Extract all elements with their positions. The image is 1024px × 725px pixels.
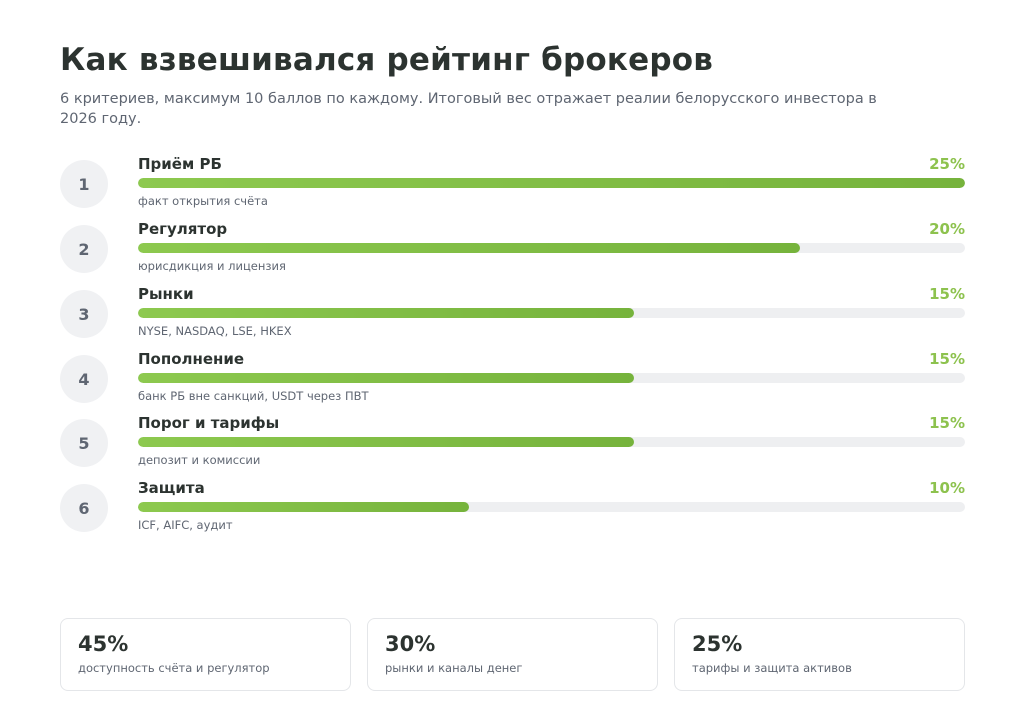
criterion-note: факт открытия счёта [138, 194, 268, 208]
summary-card: 45% доступность счёта и регулятор [60, 618, 351, 691]
criterion-number: 1 [60, 160, 108, 208]
criterion-name: Приём РБ [138, 155, 222, 173]
weight-bar-track [138, 178, 965, 188]
weight-bar-track [138, 243, 965, 253]
criterion-number: 2 [60, 225, 108, 273]
summary-label: доступность счёта и регулятор [78, 661, 270, 675]
criterion-name: Защита [138, 479, 205, 497]
summary-value: 25% [692, 632, 743, 656]
criterion-note: ICF, AIFC, аудит [138, 518, 233, 532]
weight-bar-track [138, 437, 965, 447]
summary-label: тарифы и защита активов [692, 661, 852, 675]
criterion-row: 6 Защита 10% ICF, AIFC, аудит [60, 479, 965, 539]
weight-bar-fill [138, 502, 469, 512]
summary-label: рынки и каналы денег [385, 661, 523, 675]
criterion-note: банк РБ вне санкций, USDT через ПВТ [138, 389, 369, 403]
criterion-weight: 15% [929, 414, 965, 432]
weight-bar-fill [138, 373, 635, 383]
criterion-number: 6 [60, 484, 108, 532]
weight-bar-track [138, 502, 965, 512]
criterion-number: 5 [60, 419, 108, 467]
criterion-note: юрисдикция и лицензия [138, 259, 286, 273]
criterion-name: Пополнение [138, 350, 245, 368]
criterion-row: 3 Рынки 15% NYSE, NASDAQ, LSE, HKEX [60, 285, 965, 345]
weight-bar-track [138, 373, 965, 383]
criterion-number: 4 [60, 355, 108, 403]
criterion-row: 1 Приём РБ 25% факт открытия счёта [60, 155, 965, 215]
criterion-row: 2 Регулятор 20% юрисдикция и лицензия [60, 220, 965, 280]
criterion-weight: 20% [929, 220, 965, 238]
weight-bar-fill [138, 308, 635, 318]
criterion-name: Регулятор [138, 220, 228, 238]
summary-value: 30% [385, 632, 436, 656]
weight-bar-track [138, 308, 965, 318]
criterion-name: Рынки [138, 285, 194, 303]
criterion-row: 5 Порог и тарифы 15% депозит и комиссии [60, 414, 965, 474]
criterion-note: депозит и комиссии [138, 453, 261, 467]
criterion-weight: 15% [929, 350, 965, 368]
page-subtitle: 6 критериев, максимум 10 баллов по каждо… [60, 91, 877, 127]
criterion-name: Порог и тарифы [138, 414, 280, 432]
criterion-weight: 15% [929, 285, 965, 303]
summary-card: 30% рынки и каналы денег [367, 618, 658, 691]
weight-bar-fill [138, 437, 635, 447]
summary-value: 45% [78, 632, 129, 656]
criterion-weight: 25% [929, 155, 965, 173]
criterion-row: 4 Пополнение 15% банк РБ вне санкций, US… [60, 350, 965, 410]
page-title: Как взвешивался рейтинг брокеров [60, 42, 714, 78]
weight-bar-fill [138, 178, 965, 188]
criterion-note: NYSE, NASDAQ, LSE, HKEX [138, 324, 292, 338]
criterion-weight: 10% [929, 479, 965, 497]
criterion-number: 3 [60, 290, 108, 338]
summary-card: 25% тарифы и защита активов [674, 618, 965, 691]
weight-bar-fill [138, 243, 800, 253]
